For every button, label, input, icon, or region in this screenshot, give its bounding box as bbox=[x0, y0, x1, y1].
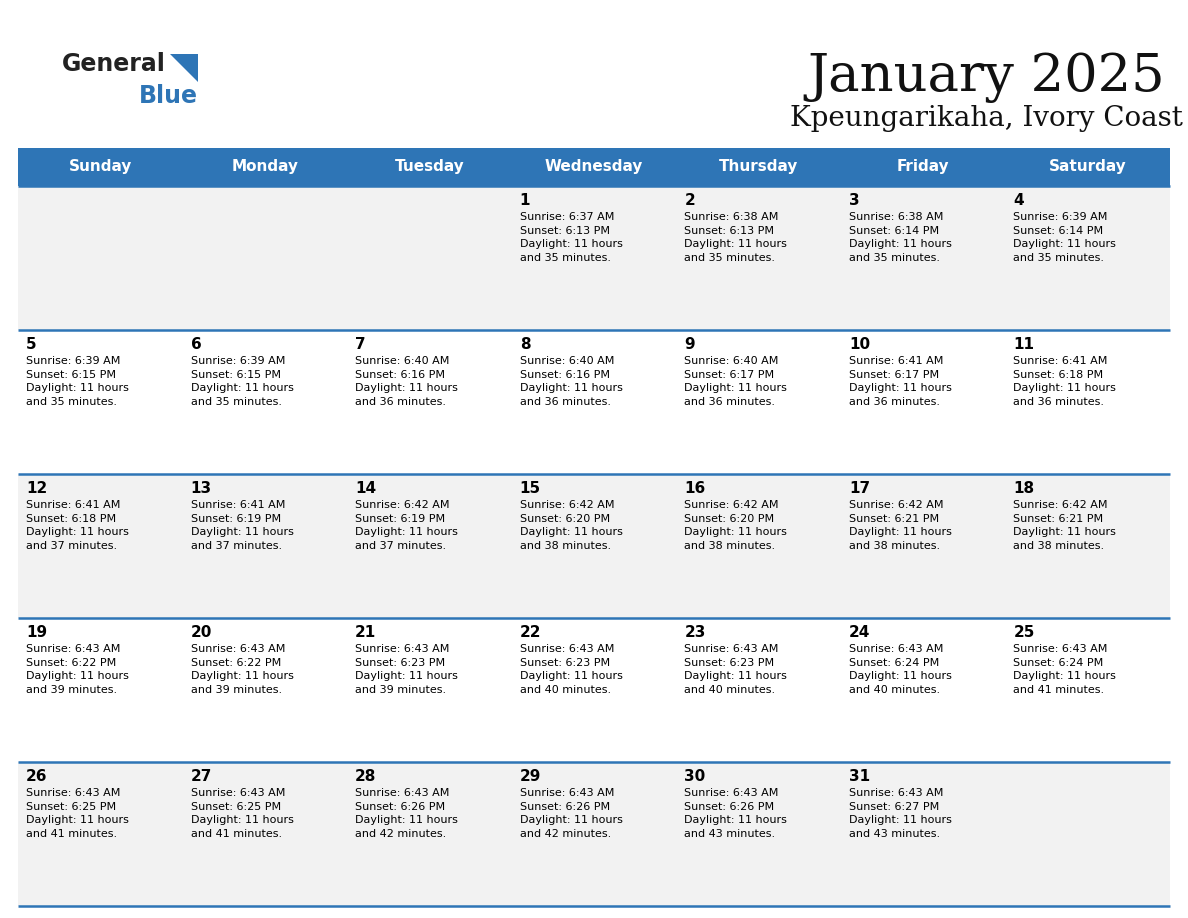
Text: 23: 23 bbox=[684, 625, 706, 640]
Text: 6: 6 bbox=[190, 337, 201, 352]
Bar bbox=[1005, 148, 1170, 186]
Text: 25: 25 bbox=[1013, 625, 1035, 640]
Text: Sunrise: 6:40 AM
Sunset: 6:16 PM
Daylight: 11 hours
and 36 minutes.: Sunrise: 6:40 AM Sunset: 6:16 PM Dayligh… bbox=[519, 356, 623, 407]
Polygon shape bbox=[170, 54, 198, 82]
Text: January 2025: January 2025 bbox=[807, 52, 1165, 103]
Text: 31: 31 bbox=[849, 769, 870, 784]
Text: Sunrise: 6:39 AM
Sunset: 6:14 PM
Daylight: 11 hours
and 35 minutes.: Sunrise: 6:39 AM Sunset: 6:14 PM Dayligh… bbox=[1013, 212, 1117, 263]
Text: Sunrise: 6:43 AM
Sunset: 6:24 PM
Daylight: 11 hours
and 41 minutes.: Sunrise: 6:43 AM Sunset: 6:24 PM Dayligh… bbox=[1013, 644, 1117, 695]
Text: Sunrise: 6:39 AM
Sunset: 6:15 PM
Daylight: 11 hours
and 35 minutes.: Sunrise: 6:39 AM Sunset: 6:15 PM Dayligh… bbox=[190, 356, 293, 407]
Text: 20: 20 bbox=[190, 625, 211, 640]
Text: Sunrise: 6:43 AM
Sunset: 6:26 PM
Daylight: 11 hours
and 42 minutes.: Sunrise: 6:43 AM Sunset: 6:26 PM Dayligh… bbox=[519, 788, 623, 839]
Text: Sunrise: 6:43 AM
Sunset: 6:27 PM
Daylight: 11 hours
and 43 minutes.: Sunrise: 6:43 AM Sunset: 6:27 PM Dayligh… bbox=[849, 788, 952, 839]
Text: 30: 30 bbox=[684, 769, 706, 784]
Text: Sunrise: 6:43 AM
Sunset: 6:22 PM
Daylight: 11 hours
and 39 minutes.: Sunrise: 6:43 AM Sunset: 6:22 PM Dayligh… bbox=[26, 644, 128, 695]
Text: Sunrise: 6:40 AM
Sunset: 6:17 PM
Daylight: 11 hours
and 36 minutes.: Sunrise: 6:40 AM Sunset: 6:17 PM Dayligh… bbox=[684, 356, 788, 407]
Text: 13: 13 bbox=[190, 481, 211, 496]
Text: 18: 18 bbox=[1013, 481, 1035, 496]
Text: 16: 16 bbox=[684, 481, 706, 496]
Text: Sunrise: 6:43 AM
Sunset: 6:23 PM
Daylight: 11 hours
and 40 minutes.: Sunrise: 6:43 AM Sunset: 6:23 PM Dayligh… bbox=[519, 644, 623, 695]
Text: Sunrise: 6:40 AM
Sunset: 6:16 PM
Daylight: 11 hours
and 36 minutes.: Sunrise: 6:40 AM Sunset: 6:16 PM Dayligh… bbox=[355, 356, 459, 407]
Text: 8: 8 bbox=[519, 337, 530, 352]
Text: 29: 29 bbox=[519, 769, 541, 784]
Text: 2: 2 bbox=[684, 193, 695, 208]
Bar bbox=[18, 618, 1170, 762]
Text: Sunrise: 6:43 AM
Sunset: 6:22 PM
Daylight: 11 hours
and 39 minutes.: Sunrise: 6:43 AM Sunset: 6:22 PM Dayligh… bbox=[190, 644, 293, 695]
Text: Monday: Monday bbox=[232, 160, 298, 174]
Text: 22: 22 bbox=[519, 625, 542, 640]
Text: Sunrise: 6:43 AM
Sunset: 6:26 PM
Daylight: 11 hours
and 43 minutes.: Sunrise: 6:43 AM Sunset: 6:26 PM Dayligh… bbox=[684, 788, 788, 839]
Text: Tuesday: Tuesday bbox=[394, 160, 465, 174]
Text: 3: 3 bbox=[849, 193, 859, 208]
Bar bbox=[512, 148, 676, 186]
Text: 21: 21 bbox=[355, 625, 377, 640]
Bar bbox=[18, 330, 1170, 474]
Text: Sunrise: 6:42 AM
Sunset: 6:20 PM
Daylight: 11 hours
and 38 minutes.: Sunrise: 6:42 AM Sunset: 6:20 PM Dayligh… bbox=[519, 500, 623, 551]
Text: Blue: Blue bbox=[139, 84, 198, 108]
Text: Sunday: Sunday bbox=[69, 160, 132, 174]
Text: Sunrise: 6:37 AM
Sunset: 6:13 PM
Daylight: 11 hours
and 35 minutes.: Sunrise: 6:37 AM Sunset: 6:13 PM Dayligh… bbox=[519, 212, 623, 263]
Text: Sunrise: 6:42 AM
Sunset: 6:21 PM
Daylight: 11 hours
and 38 minutes.: Sunrise: 6:42 AM Sunset: 6:21 PM Dayligh… bbox=[849, 500, 952, 551]
Text: General: General bbox=[62, 52, 166, 76]
Bar bbox=[18, 186, 1170, 330]
Text: 12: 12 bbox=[26, 481, 48, 496]
Text: 1: 1 bbox=[519, 193, 530, 208]
Text: 15: 15 bbox=[519, 481, 541, 496]
Text: 17: 17 bbox=[849, 481, 870, 496]
Text: Sunrise: 6:42 AM
Sunset: 6:19 PM
Daylight: 11 hours
and 37 minutes.: Sunrise: 6:42 AM Sunset: 6:19 PM Dayligh… bbox=[355, 500, 459, 551]
Bar bbox=[841, 148, 1005, 186]
Bar bbox=[347, 148, 512, 186]
Text: 9: 9 bbox=[684, 337, 695, 352]
Text: Sunrise: 6:43 AM
Sunset: 6:23 PM
Daylight: 11 hours
and 39 minutes.: Sunrise: 6:43 AM Sunset: 6:23 PM Dayligh… bbox=[355, 644, 459, 695]
Bar bbox=[183, 148, 347, 186]
Text: 5: 5 bbox=[26, 337, 37, 352]
Text: Sunrise: 6:39 AM
Sunset: 6:15 PM
Daylight: 11 hours
and 35 minutes.: Sunrise: 6:39 AM Sunset: 6:15 PM Dayligh… bbox=[26, 356, 128, 407]
Bar bbox=[676, 148, 841, 186]
Text: 19: 19 bbox=[26, 625, 48, 640]
Text: 14: 14 bbox=[355, 481, 377, 496]
Text: 4: 4 bbox=[1013, 193, 1024, 208]
Text: Sunrise: 6:41 AM
Sunset: 6:19 PM
Daylight: 11 hours
and 37 minutes.: Sunrise: 6:41 AM Sunset: 6:19 PM Dayligh… bbox=[190, 500, 293, 551]
Text: Sunrise: 6:38 AM
Sunset: 6:14 PM
Daylight: 11 hours
and 35 minutes.: Sunrise: 6:38 AM Sunset: 6:14 PM Dayligh… bbox=[849, 212, 952, 263]
Text: Sunrise: 6:43 AM
Sunset: 6:26 PM
Daylight: 11 hours
and 42 minutes.: Sunrise: 6:43 AM Sunset: 6:26 PM Dayligh… bbox=[355, 788, 459, 839]
Bar bbox=[18, 762, 1170, 906]
Text: 24: 24 bbox=[849, 625, 871, 640]
Text: 10: 10 bbox=[849, 337, 870, 352]
Text: Thursday: Thursday bbox=[719, 160, 798, 174]
Text: Sunrise: 6:43 AM
Sunset: 6:25 PM
Daylight: 11 hours
and 41 minutes.: Sunrise: 6:43 AM Sunset: 6:25 PM Dayligh… bbox=[190, 788, 293, 839]
Text: 26: 26 bbox=[26, 769, 48, 784]
Text: Sunrise: 6:41 AM
Sunset: 6:18 PM
Daylight: 11 hours
and 37 minutes.: Sunrise: 6:41 AM Sunset: 6:18 PM Dayligh… bbox=[26, 500, 128, 551]
Text: Friday: Friday bbox=[897, 160, 949, 174]
Text: 28: 28 bbox=[355, 769, 377, 784]
Bar bbox=[18, 474, 1170, 618]
Text: Saturday: Saturday bbox=[1049, 160, 1126, 174]
Text: 27: 27 bbox=[190, 769, 211, 784]
Text: Sunrise: 6:42 AM
Sunset: 6:20 PM
Daylight: 11 hours
and 38 minutes.: Sunrise: 6:42 AM Sunset: 6:20 PM Dayligh… bbox=[684, 500, 788, 551]
Text: Sunrise: 6:38 AM
Sunset: 6:13 PM
Daylight: 11 hours
and 35 minutes.: Sunrise: 6:38 AM Sunset: 6:13 PM Dayligh… bbox=[684, 212, 788, 263]
Text: Wednesday: Wednesday bbox=[545, 160, 643, 174]
Text: Sunrise: 6:43 AM
Sunset: 6:25 PM
Daylight: 11 hours
and 41 minutes.: Sunrise: 6:43 AM Sunset: 6:25 PM Dayligh… bbox=[26, 788, 128, 839]
Text: Sunrise: 6:42 AM
Sunset: 6:21 PM
Daylight: 11 hours
and 38 minutes.: Sunrise: 6:42 AM Sunset: 6:21 PM Dayligh… bbox=[1013, 500, 1117, 551]
Text: Sunrise: 6:41 AM
Sunset: 6:17 PM
Daylight: 11 hours
and 36 minutes.: Sunrise: 6:41 AM Sunset: 6:17 PM Dayligh… bbox=[849, 356, 952, 407]
Text: Kpeungarikaha, Ivory Coast: Kpeungarikaha, Ivory Coast bbox=[790, 105, 1182, 132]
Text: Sunrise: 6:43 AM
Sunset: 6:23 PM
Daylight: 11 hours
and 40 minutes.: Sunrise: 6:43 AM Sunset: 6:23 PM Dayligh… bbox=[684, 644, 788, 695]
Text: Sunrise: 6:41 AM
Sunset: 6:18 PM
Daylight: 11 hours
and 36 minutes.: Sunrise: 6:41 AM Sunset: 6:18 PM Dayligh… bbox=[1013, 356, 1117, 407]
Text: 7: 7 bbox=[355, 337, 366, 352]
Text: Sunrise: 6:43 AM
Sunset: 6:24 PM
Daylight: 11 hours
and 40 minutes.: Sunrise: 6:43 AM Sunset: 6:24 PM Dayligh… bbox=[849, 644, 952, 695]
Bar bbox=[18, 148, 183, 186]
Text: 11: 11 bbox=[1013, 337, 1035, 352]
